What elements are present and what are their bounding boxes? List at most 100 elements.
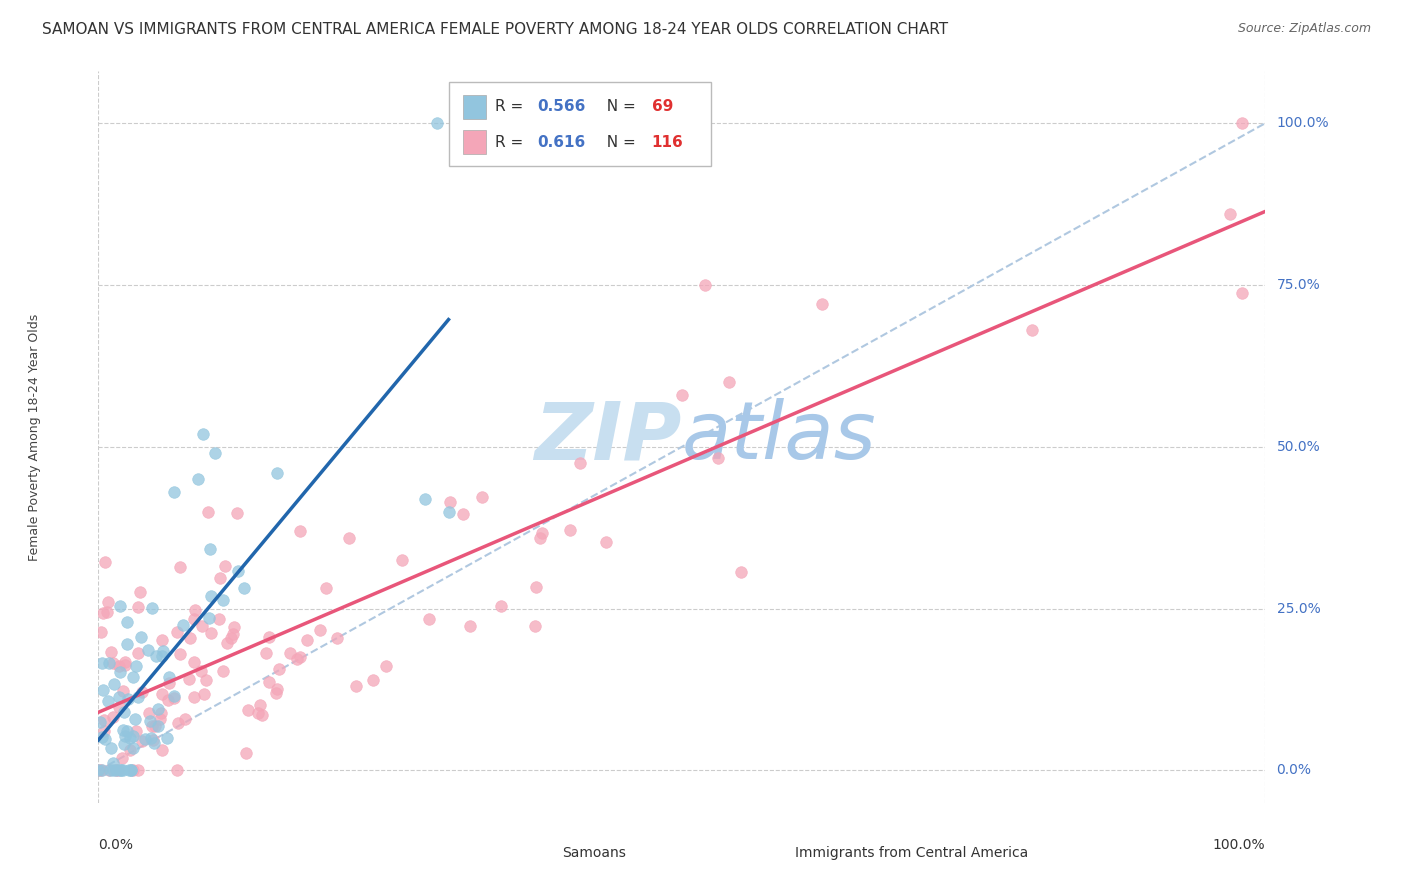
Point — [315, 581, 337, 595]
Point — [90, 764, 112, 778]
Point — [226, 507, 249, 521]
Point — [122, 730, 145, 744]
Point — [150, 687, 173, 701]
Point — [97, 595, 120, 609]
Text: N =: N = — [596, 135, 640, 150]
Point — [337, 531, 360, 545]
Point — [187, 472, 209, 486]
Point — [235, 746, 257, 760]
Point — [200, 625, 222, 640]
Point — [163, 485, 186, 500]
FancyBboxPatch shape — [463, 95, 486, 119]
Point — [278, 646, 301, 660]
Point — [105, 764, 128, 778]
Point — [152, 643, 174, 657]
Point — [325, 632, 347, 646]
Point — [118, 731, 141, 745]
Point — [97, 764, 120, 778]
Point — [134, 732, 156, 747]
Point — [146, 702, 169, 716]
Point — [531, 526, 554, 541]
Point — [437, 504, 460, 518]
Text: 75.0%: 75.0% — [1277, 278, 1320, 292]
Point — [208, 612, 231, 626]
Point — [232, 582, 254, 596]
Point — [142, 733, 165, 747]
Point — [558, 523, 581, 537]
Point — [108, 665, 131, 679]
Point — [94, 555, 117, 569]
Point — [100, 644, 122, 658]
Point — [169, 560, 191, 574]
Point — [811, 297, 834, 311]
Point — [101, 709, 124, 723]
Point — [252, 708, 274, 723]
FancyBboxPatch shape — [530, 842, 555, 863]
Point — [453, 507, 475, 521]
Point — [183, 612, 205, 626]
Point — [228, 564, 250, 578]
Point — [87, 764, 110, 778]
Point — [124, 712, 146, 726]
Point — [145, 648, 167, 663]
Point — [361, 673, 384, 687]
Point — [166, 764, 188, 778]
Point — [120, 743, 142, 757]
Point — [91, 656, 114, 670]
Point — [179, 632, 201, 646]
Point — [93, 723, 115, 738]
Point — [191, 619, 214, 633]
Point — [98, 656, 121, 670]
Text: R =: R = — [495, 99, 529, 114]
Point — [91, 606, 114, 620]
Point — [671, 388, 693, 402]
Point — [157, 676, 180, 690]
Point — [101, 656, 124, 670]
Point — [695, 277, 717, 292]
Point — [112, 705, 135, 719]
Text: Female Poverty Among 18-24 Year Olds: Female Poverty Among 18-24 Year Olds — [28, 313, 41, 561]
Point — [114, 656, 136, 670]
Point — [413, 491, 436, 506]
Point — [308, 624, 330, 638]
Point — [139, 714, 162, 729]
Point — [193, 426, 215, 441]
Point — [183, 690, 205, 704]
Text: 0.616: 0.616 — [537, 135, 585, 150]
Point — [266, 466, 288, 480]
Point — [94, 731, 117, 746]
Text: 100.0%: 100.0% — [1213, 838, 1265, 853]
Point — [96, 606, 118, 620]
Point — [141, 731, 163, 745]
Point — [1230, 285, 1253, 300]
Point — [1021, 323, 1043, 337]
Point — [1230, 116, 1253, 130]
Point — [166, 715, 188, 730]
Point — [707, 451, 730, 466]
Point — [150, 632, 173, 647]
Text: SAMOAN VS IMMIGRANTS FROM CENTRAL AMERICA FEMALE POVERTY AMONG 18-24 YEAR OLDS C: SAMOAN VS IMMIGRANTS FROM CENTRAL AMERIC… — [42, 22, 948, 37]
Point — [595, 535, 617, 549]
Point — [127, 690, 149, 704]
Point — [200, 541, 222, 556]
Point — [458, 619, 481, 633]
Point — [110, 764, 132, 778]
Text: 116: 116 — [651, 135, 683, 150]
Point — [391, 553, 413, 567]
Point — [267, 662, 290, 676]
Point — [524, 619, 547, 633]
Point — [115, 724, 138, 739]
Point — [264, 686, 287, 700]
Point — [143, 736, 166, 750]
Point — [212, 664, 235, 678]
Point — [105, 764, 128, 778]
Point — [346, 679, 368, 693]
Point — [115, 637, 138, 651]
Text: 0.0%: 0.0% — [98, 838, 134, 853]
Point — [127, 764, 149, 778]
Point — [569, 456, 592, 470]
Point — [489, 599, 512, 613]
Point — [290, 524, 312, 538]
Point — [128, 585, 150, 599]
Text: 50.0%: 50.0% — [1277, 440, 1320, 454]
